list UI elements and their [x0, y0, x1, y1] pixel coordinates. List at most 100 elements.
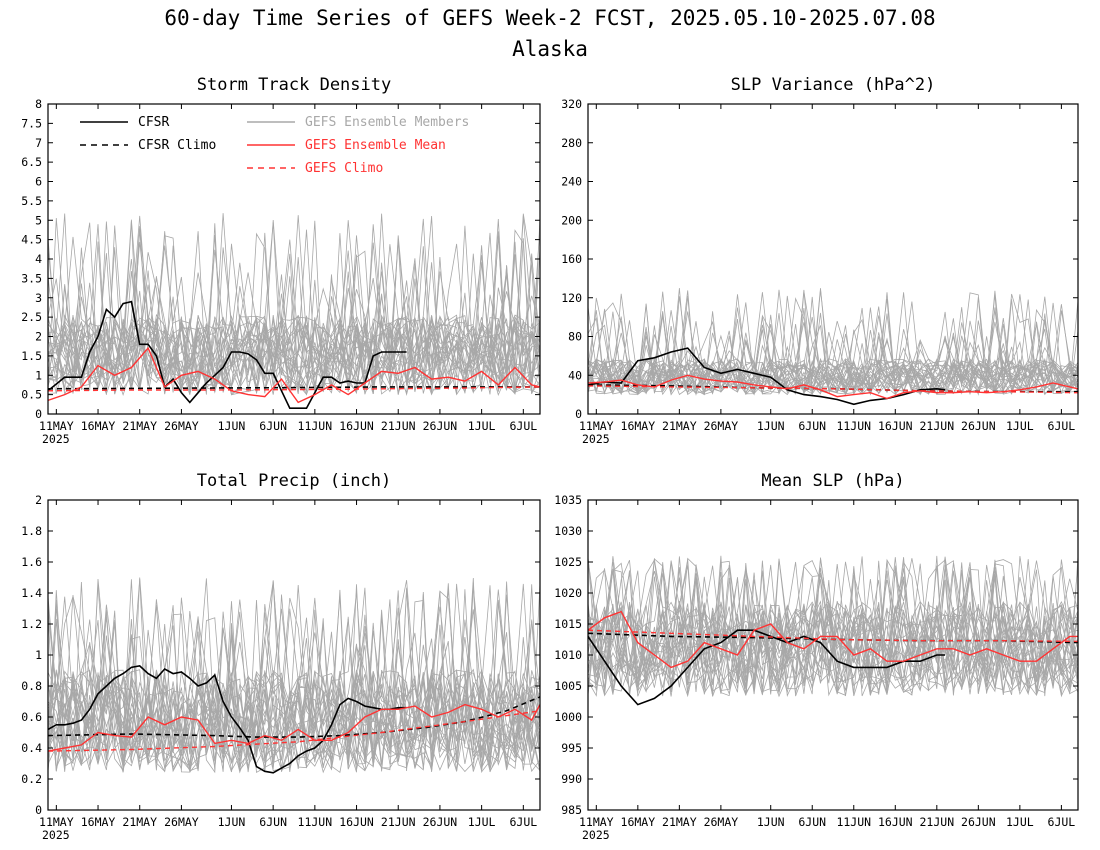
x-tick-label: 11JUN: [298, 419, 333, 433]
y-tick-label: 8: [35, 97, 42, 111]
x-tick-label: 1JUN: [757, 815, 785, 829]
x-tick-label: 26JUN: [961, 419, 996, 433]
panel-storm-track: Storm Track Density 0 0.5 1 1.5 2 2.5 3 3.5 4 4.5 5…: [21, 75, 541, 446]
panel-title-storm-track: Storm Track Density: [197, 75, 391, 95]
x-tick-label: 6JUN: [259, 419, 287, 433]
ensemble-member-line: [47, 262, 541, 394]
y-tick-label: 1: [35, 368, 42, 382]
y-tick-label: 995: [561, 741, 582, 755]
y-tick-label: 2.5: [21, 310, 42, 324]
ensemble-member-line: [47, 254, 541, 395]
ensemble-member-line: [587, 302, 1079, 395]
y-tick-label: 4: [35, 252, 42, 266]
y-tick-label: 320: [561, 97, 582, 111]
x-tick-label: 21MAY: [662, 815, 697, 829]
panel-title-mean-slp: Mean SLP (hPa): [761, 471, 904, 491]
y-tick-label: 1.5: [21, 349, 42, 363]
y-tick-label: 0: [35, 803, 42, 817]
y-tick-label: 1005: [554, 679, 582, 693]
ensemble-members-storm-track: [47, 213, 541, 397]
ensemble-members-total-precip: [47, 577, 541, 774]
y-tick-label: 1.6: [21, 555, 42, 569]
ensemble-member-line: [47, 588, 541, 773]
series-cfsr-total-precip: [47, 665, 407, 774]
x-tick-label: 26MAY: [704, 815, 739, 829]
panel-mean-slp: Mean SLP (hPa) 985 990 995 1000 1005 1010 1015 1…: [554, 471, 1079, 842]
ensemble-member-line: [47, 245, 541, 393]
x-tick-label: 21JUN: [920, 419, 955, 433]
ensemble-member-line: [587, 313, 1079, 395]
y-tick-label: 5: [35, 213, 42, 227]
y-tick-label: 5.5: [21, 194, 42, 208]
y-tick-label: 3: [35, 291, 42, 305]
x-tick-label: 1JUL: [468, 815, 496, 829]
series-cfsr-storm-track: [47, 300, 407, 410]
x-tick-label: 1JUN: [218, 419, 246, 433]
panels-container: Storm Track Density 0 0.5 1 1.5 2 2.5 3 3.5 4 4.5 5…: [21, 75, 1079, 842]
series-cfsr-climo-storm-track: [47, 386, 540, 390]
y-tick-label: 240: [561, 175, 582, 189]
series-gefs-climo-mean-slp: [587, 629, 1079, 643]
x-tick-label: 26JUN: [423, 815, 458, 829]
y-tick-label: 1025: [554, 555, 582, 569]
x-year-label: 2025: [42, 828, 70, 842]
ensemble-member-line: [587, 557, 1079, 696]
y-tick-label: 40: [568, 368, 582, 382]
y-tick-label: 4.5: [21, 233, 42, 247]
ensemble-member-line: [587, 296, 1079, 396]
legend-label-cfsr: CFSR: [138, 115, 169, 130]
y-tick-label: 1020: [554, 586, 582, 600]
legend-label-gefs-mean: GEFS Ensemble Mean: [305, 138, 446, 153]
x-tick-label: 21JUN: [381, 815, 416, 829]
figure-subtitle: Alaska: [512, 37, 588, 61]
ensemble-member-line: [587, 560, 1079, 697]
series-gefs-climo-storm-track: [47, 386, 541, 392]
y-tick-label: 7.5: [21, 116, 42, 130]
figure-title: 60-day Time Series of GEFS Week-2 FCST, …: [164, 6, 935, 30]
x-year-label: 2025: [42, 432, 70, 446]
legend-label-gefs-climo: GEFS Climo: [305, 161, 383, 176]
ensemble-member-line: [47, 583, 541, 772]
series-gefs-ensemble-mean-storm-track: [47, 346, 541, 404]
y-tick-label: 0: [575, 407, 582, 421]
x-tick-label: 11MAY: [579, 815, 614, 829]
x-tick-label: 26MAY: [164, 419, 199, 433]
y-tick-label: 1.8: [21, 524, 42, 538]
panel-title-slp-variance: SLP Variance (hPa^2): [731, 75, 936, 95]
ensemble-member-line: [587, 562, 1079, 693]
x-tick-label: 1JUL: [468, 419, 496, 433]
legend-label-gefs-members: GEFS Ensemble Members: [305, 115, 469, 130]
series-gefs-ensemble-mean-total-precip: [47, 703, 541, 752]
x-tick-label: 6JUL: [1048, 815, 1076, 829]
x-tick-label: 21JUN: [920, 815, 955, 829]
y-tick-label: 0.5: [21, 388, 42, 402]
ensemble-member-line: [47, 254, 541, 393]
ensemble-member-line: [47, 604, 541, 772]
ensemble-member-line: [47, 581, 541, 773]
x-tick-label: 16JUN: [878, 419, 913, 433]
x-tick-label: 11JUN: [836, 419, 871, 433]
x-tick-label: 16JUN: [339, 419, 374, 433]
y-tick-label: 0.6: [21, 710, 42, 724]
panel-total-precip: Total Precip (inch) 0 0.2 0.4 0.6 0.8 1 1.2 1.4 1…: [21, 471, 541, 842]
ensemble-member-line: [587, 558, 1079, 698]
x-tick-label: 1JUN: [757, 419, 785, 433]
ensemble-member-line: [47, 219, 541, 396]
x-tick-label: 6JUN: [798, 815, 826, 829]
legend-label-cfsr-climo: CFSR Climo: [138, 138, 216, 153]
ensemble-member-line: [47, 577, 541, 773]
x-tick-label: 11MAY: [579, 419, 614, 433]
x-tick-label: 1JUL: [1006, 815, 1034, 829]
x-tick-label: 26JUN: [423, 419, 458, 433]
x-tick-label: 21MAY: [122, 419, 157, 433]
x-tick-label: 11MAY: [39, 815, 74, 829]
y-tick-label: 0.4: [21, 741, 42, 755]
x-tick-label: 26MAY: [704, 419, 739, 433]
legend: CFSR CFSR Climo GEFS Ensemble Members GE…: [80, 115, 469, 176]
x-tick-label: 16MAY: [81, 815, 116, 829]
panel-slp-variance: SLP Variance (hPa^2) 0 40 80 120 160 200 240 280…: [561, 75, 1079, 446]
y-tick-label: 0.8: [21, 679, 42, 693]
ensemble-member-line: [47, 231, 541, 397]
y-tick-label: 2: [35, 493, 42, 507]
